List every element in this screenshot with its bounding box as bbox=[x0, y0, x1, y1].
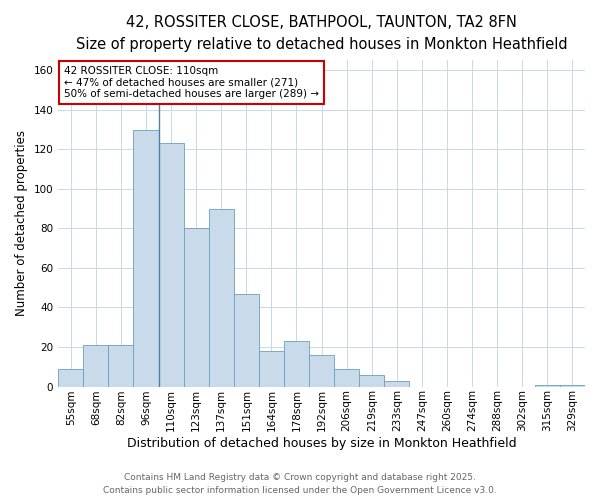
Bar bbox=[259, 351, 284, 386]
Bar bbox=[560, 384, 585, 386]
Title: 42, ROSSITER CLOSE, BATHPOOL, TAUNTON, TA2 8FN
Size of property relative to deta: 42, ROSSITER CLOSE, BATHPOOL, TAUNTON, T… bbox=[76, 15, 568, 52]
Bar bbox=[209, 208, 234, 386]
Bar bbox=[284, 341, 309, 386]
Text: 42 ROSSITER CLOSE: 110sqm
← 47% of detached houses are smaller (271)
50% of semi: 42 ROSSITER CLOSE: 110sqm ← 47% of detac… bbox=[64, 66, 319, 99]
Bar bbox=[58, 368, 83, 386]
Bar bbox=[385, 380, 409, 386]
Bar bbox=[334, 368, 359, 386]
Bar bbox=[309, 355, 334, 386]
Bar bbox=[234, 294, 259, 386]
Bar bbox=[184, 228, 209, 386]
Bar bbox=[158, 144, 184, 386]
Bar bbox=[535, 384, 560, 386]
Y-axis label: Number of detached properties: Number of detached properties bbox=[15, 130, 28, 316]
Bar bbox=[83, 345, 109, 387]
X-axis label: Distribution of detached houses by size in Monkton Heathfield: Distribution of detached houses by size … bbox=[127, 437, 517, 450]
Bar bbox=[133, 130, 158, 386]
Bar bbox=[109, 345, 133, 387]
Bar bbox=[359, 374, 385, 386]
Text: Contains HM Land Registry data © Crown copyright and database right 2025.
Contai: Contains HM Land Registry data © Crown c… bbox=[103, 474, 497, 495]
